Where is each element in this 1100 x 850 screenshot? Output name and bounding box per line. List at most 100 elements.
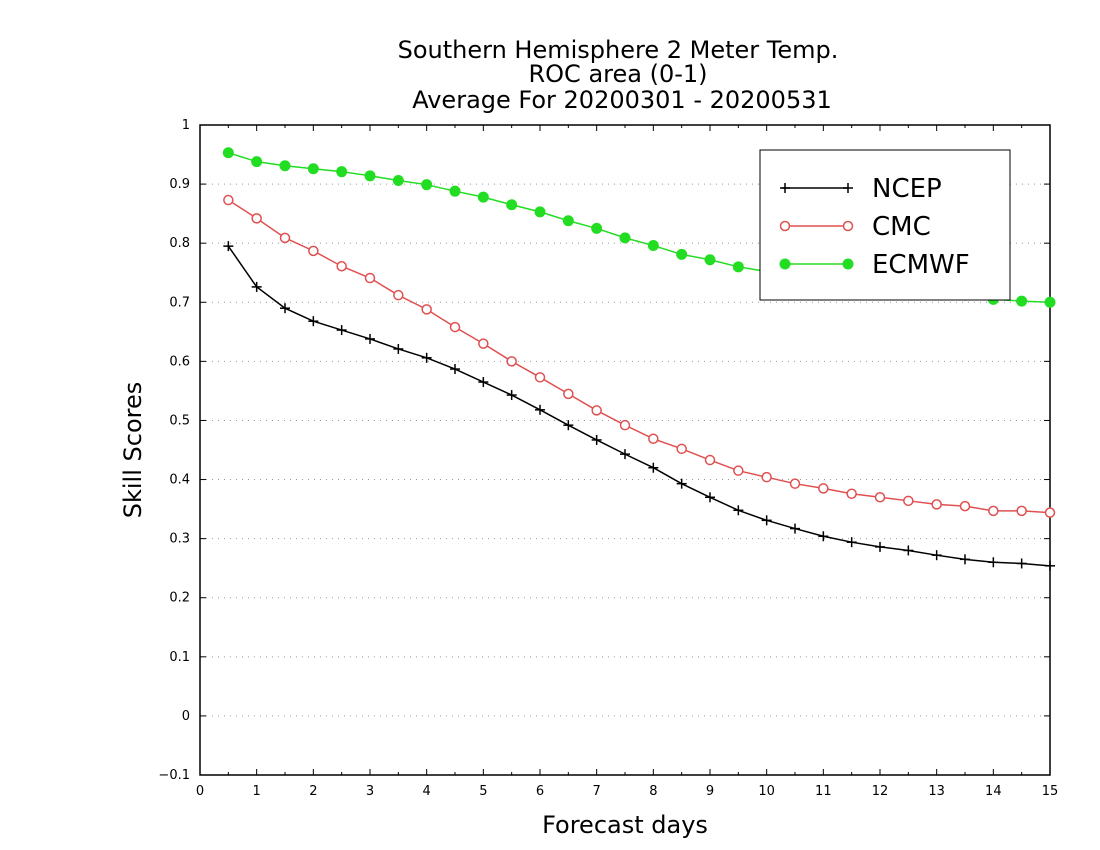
data-point-cmc [789,478,801,489]
data-point-ecmwf [307,163,319,175]
x-tick-label: 5 [479,784,487,799]
data-point-cmc [534,372,546,383]
data-point-ncep [308,316,319,327]
data-point-ecmwf [1016,295,1028,307]
series-cmc [223,194,1056,518]
data-point-ncep [280,303,290,314]
legend-marker-ecmwf [842,258,854,270]
data-point-ncep [251,281,262,292]
x-tick-label: 7 [593,784,601,799]
data-point-ecmwf [562,215,574,227]
data-point-ncep [506,390,517,401]
data-point-ecmwf [619,232,631,244]
data-point-ecmwf [279,160,291,172]
data-point-ncep [620,449,630,460]
data-point-cmc [761,471,772,483]
data-point-cmc [1044,507,1056,518]
data-point-cmc [364,272,376,284]
data-point-cmc [506,356,517,367]
x-tick-label: 1 [253,784,261,799]
y-tick-label: 0.4 [169,473,190,488]
data-point-cmc [279,232,291,244]
legend-label-ecmwf: ECMWF [872,250,970,280]
data-point-ncep [336,325,347,336]
data-point-ecmwf [251,156,263,168]
plot-area [222,147,1056,571]
data-point-ncep [761,515,772,526]
data-point-ecmwf [421,179,433,191]
legend-box [759,149,1011,301]
data-point-ncep [535,404,545,415]
axes: −0.100.10.20.30.40.50.60.70.80.910 1 2 3 4 5 6… [158,118,1058,799]
x-tick-label: 12 [872,784,889,799]
legend-marker-ecmwf [779,258,791,270]
x-tick-label: 3 [366,784,374,799]
data-point-cmc [449,321,461,333]
legend-marker-ncep [843,183,853,193]
legend-item-ncep: NCEP [780,174,942,204]
series-ncep [223,241,1055,571]
x-tick-label: 14 [985,784,1002,799]
legend-marker-cmc [842,220,854,232]
data-point-cmc [563,388,574,400]
chart-title-line-3: Average For 20200301 - 20200531 [412,86,832,114]
data-point-ecmwf [336,166,348,178]
data-point-cmc [704,454,716,466]
data-point-ncep [705,492,715,503]
data-point-ncep [733,505,744,516]
data-point-ecmwf [534,206,546,218]
y-tick-label: 0.9 [169,177,190,192]
data-point-cmc [336,260,347,272]
data-point-ncep [393,343,404,354]
legend-item-ecmwf: ECMWF [779,250,970,280]
series-line-ncep [227,245,1051,567]
x-tick-label: 0 [196,784,204,799]
data-point-ecmwf [477,191,489,203]
legend-label-ncep: NCEP [872,174,942,204]
data-point-ecmwf [392,175,404,187]
data-point-cmc [619,419,631,431]
data-point-ecmwf [364,170,376,182]
x-tick-label: 11 [815,784,832,799]
y-axis-title: Skill Scores [119,382,147,519]
data-point-cmc [988,505,999,517]
x-tick-label: 13 [928,784,945,799]
data-point-ncep [365,333,375,344]
chart-title: Southern Hemisphere 2 Meter Temp. ROC ar… [398,36,839,114]
y-tick-label: 0.2 [169,591,190,606]
data-point-ncep [478,377,489,388]
legend: NCEP CMC ECMWF [759,149,1011,301]
data-point-cmc [846,488,857,499]
data-point-ncep [818,531,829,542]
y-tick-label: 0.3 [169,532,190,547]
data-point-cmc [874,492,886,503]
data-point-ncep [790,523,800,534]
data-point-cmc [733,465,744,476]
data-point-cmc [818,483,829,494]
data-point-ecmwf [732,261,744,273]
data-point-ncep [846,537,857,548]
data-point-ecmwf [506,199,518,211]
data-point-ecmwf [449,185,461,197]
data-point-cmc [223,194,234,206]
chart-title-line-2: ROC area (0-1) [528,60,707,88]
data-point-cmc [903,495,914,507]
data-point-ecmwf [704,254,716,266]
data-point-ecmwf [647,240,659,252]
data-point-ecmwf [1044,296,1056,308]
data-point-ncep [450,364,460,375]
data-point-ncep [903,545,914,556]
data-point-ncep [960,554,970,565]
data-point-ecmwf [222,147,234,159]
x-tick-label: 2 [309,784,317,799]
data-point-cmc [676,443,687,455]
y-tick-label: 1 [182,118,190,133]
data-point-ncep [648,462,659,473]
data-point-cmc [251,213,262,224]
x-axis-title: Forecast days [542,811,708,839]
data-point-ncep [563,420,574,431]
x-tick-label: 6 [536,784,544,799]
data-point-cmc [959,500,971,512]
y-tick-label: 0.1 [169,650,190,665]
data-point-ncep [421,352,432,363]
